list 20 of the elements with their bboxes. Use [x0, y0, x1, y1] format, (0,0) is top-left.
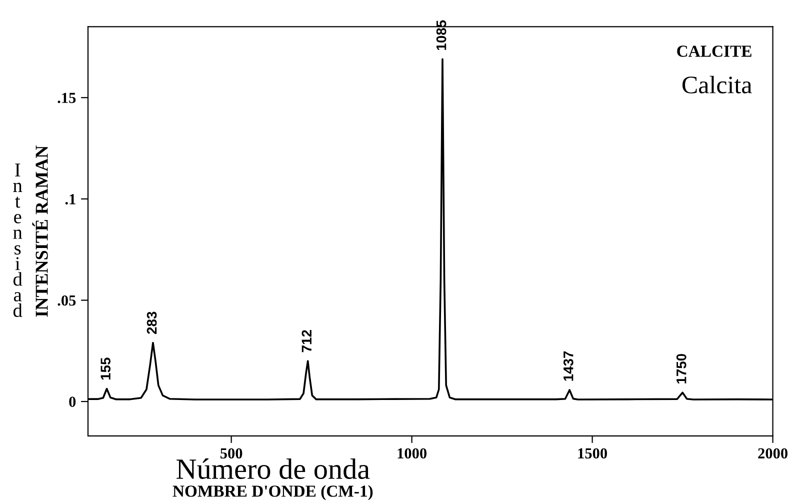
annotation: 155: [100, 358, 110, 380]
annotation: 1085: [436, 20, 446, 50]
x-tick-label: 1500: [578, 448, 607, 459]
y-tick-label: 0: [69, 396, 76, 407]
x-tick-label: 500: [220, 448, 242, 459]
text: Intensidad: [13, 164, 22, 318]
annotation: 1750: [676, 354, 686, 384]
text: Calcita: [682, 76, 752, 94]
annotation: 712: [302, 330, 312, 352]
y-tick-label: .05: [58, 295, 76, 306]
x-tick-label: 1000: [398, 448, 427, 459]
text: Número de onda: [176, 458, 370, 479]
x-tick-label: 2000: [758, 448, 788, 459]
text: CALCITE: [677, 46, 752, 57]
annotation: 1437: [563, 351, 574, 381]
y-tick-label: .15: [58, 92, 76, 104]
y-axis-title: INTENSITÉ RAMAN: [32, 146, 48, 317]
y-tick-label: .1: [65, 194, 76, 204]
x-axis-title: NOMBRE D'ONDE (CM-1): [172, 485, 373, 500]
annotation: 283: [146, 312, 157, 334]
